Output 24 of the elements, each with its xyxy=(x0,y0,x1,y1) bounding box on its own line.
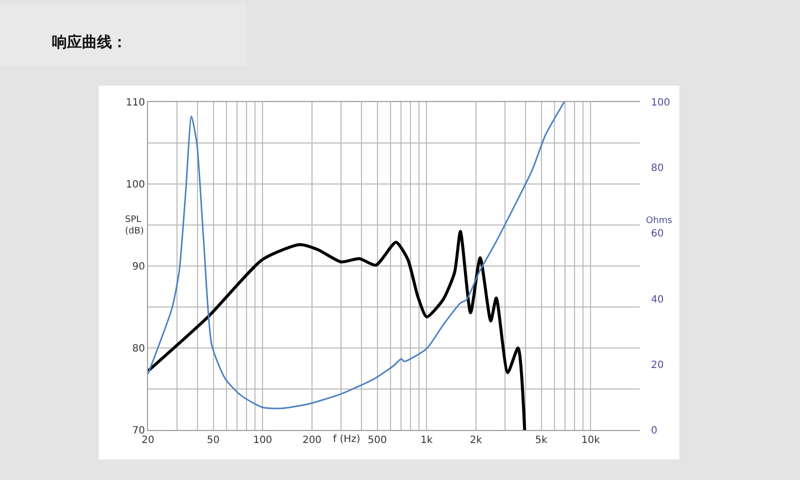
x-axis-title: f (Hz) xyxy=(333,434,360,445)
x-tick-label: 20 xyxy=(142,435,154,446)
y-tick-label: 90 xyxy=(132,262,145,272)
y-tick-label: 70 xyxy=(132,426,145,436)
y2-axis-title: Ohms xyxy=(646,216,673,226)
y2-tick-label: 100 xyxy=(651,98,670,108)
x-tick-label: 50 xyxy=(206,435,220,446)
x-tick-label: 1k xyxy=(420,435,433,446)
y2-tick-label: 0 xyxy=(651,426,658,436)
x-tick-label: 10k xyxy=(581,435,600,446)
y-tick-label: 110 xyxy=(126,98,145,108)
y2-tick-label: 40 xyxy=(651,294,664,306)
y-tick-label: 80 xyxy=(132,344,145,354)
y-tick-label: 100 xyxy=(126,180,145,190)
y2-tick-label: 20 xyxy=(651,360,664,371)
chart-title: 响应曲线： xyxy=(52,33,127,51)
x-tick-label: 100 xyxy=(253,435,272,446)
x-tick-label: 2k xyxy=(470,435,482,446)
y2-tick-label: 80 xyxy=(651,163,664,174)
x-tick-label: 5k xyxy=(535,435,548,446)
y2-tick-label: 60 xyxy=(651,228,664,240)
x-tick-label: 200 xyxy=(302,435,322,446)
x-tick-label: 500 xyxy=(368,435,387,446)
y-axis-title: SPL (dB) xyxy=(125,215,144,237)
